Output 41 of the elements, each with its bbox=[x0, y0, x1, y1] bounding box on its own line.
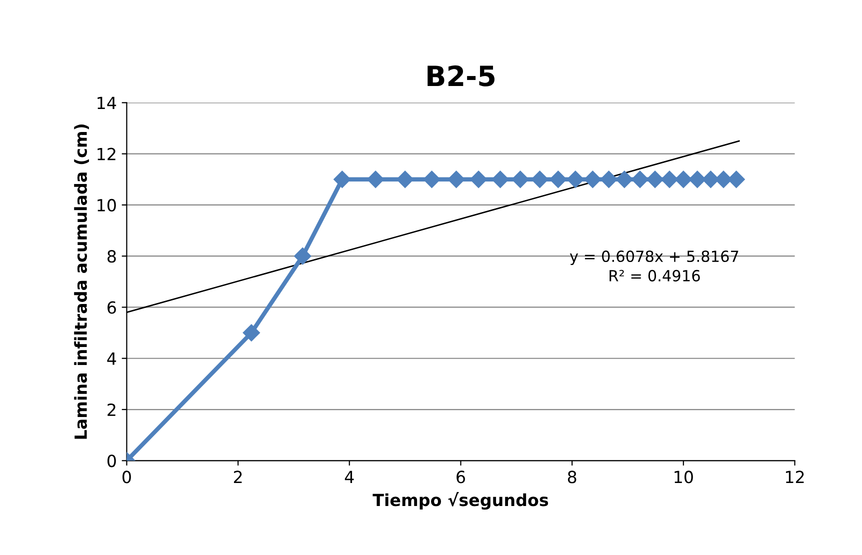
point bbox=[423, 170, 440, 188]
point bbox=[646, 170, 664, 188]
point bbox=[294, 248, 312, 265]
point bbox=[566, 170, 584, 188]
point bbox=[728, 170, 745, 188]
chart-title: B2-5 bbox=[428, 65, 494, 86]
point bbox=[688, 170, 706, 188]
point bbox=[396, 170, 414, 188]
x-tick-label: 10 bbox=[674, 470, 693, 484]
point bbox=[448, 170, 465, 188]
x-tick-label: 0 bbox=[122, 470, 131, 484]
y-tick-label: 6 bbox=[108, 301, 116, 314]
point bbox=[584, 170, 602, 188]
point bbox=[367, 170, 384, 188]
x-tick-label: 4 bbox=[344, 470, 354, 484]
point bbox=[600, 170, 618, 188]
y-tick-label: 4 bbox=[107, 352, 116, 365]
point bbox=[660, 170, 678, 188]
y-axis-title: Lamina infiltrada acumulada (cm) bbox=[74, 124, 89, 439]
y-tick-label: 14 bbox=[98, 96, 116, 110]
x-tick-label: 6 bbox=[456, 470, 465, 484]
x-tick-label: 12 bbox=[786, 470, 804, 484]
point bbox=[531, 170, 548, 188]
y-tick-label: 2 bbox=[108, 403, 116, 416]
point bbox=[631, 170, 649, 188]
point bbox=[512, 170, 529, 188]
y-tick-label: 10 bbox=[98, 198, 116, 212]
point bbox=[334, 170, 351, 188]
y-tick-label: 0 bbox=[107, 454, 116, 468]
annotation: y = 0.6078x + 5.8167 R² = 0.4916 bbox=[570, 250, 738, 282]
x-axis-title: Tiempo √segundos bbox=[372, 492, 548, 510]
y-tick-label: 12 bbox=[98, 148, 116, 160]
x-tick-label: 2 bbox=[234, 470, 242, 484]
x-tick-label: 8 bbox=[568, 470, 576, 484]
point bbox=[550, 170, 567, 188]
point bbox=[702, 170, 720, 188]
point bbox=[492, 170, 509, 188]
y-tick-label: 8 bbox=[108, 250, 116, 263]
point bbox=[674, 170, 692, 188]
point bbox=[616, 170, 633, 188]
point bbox=[470, 170, 488, 188]
